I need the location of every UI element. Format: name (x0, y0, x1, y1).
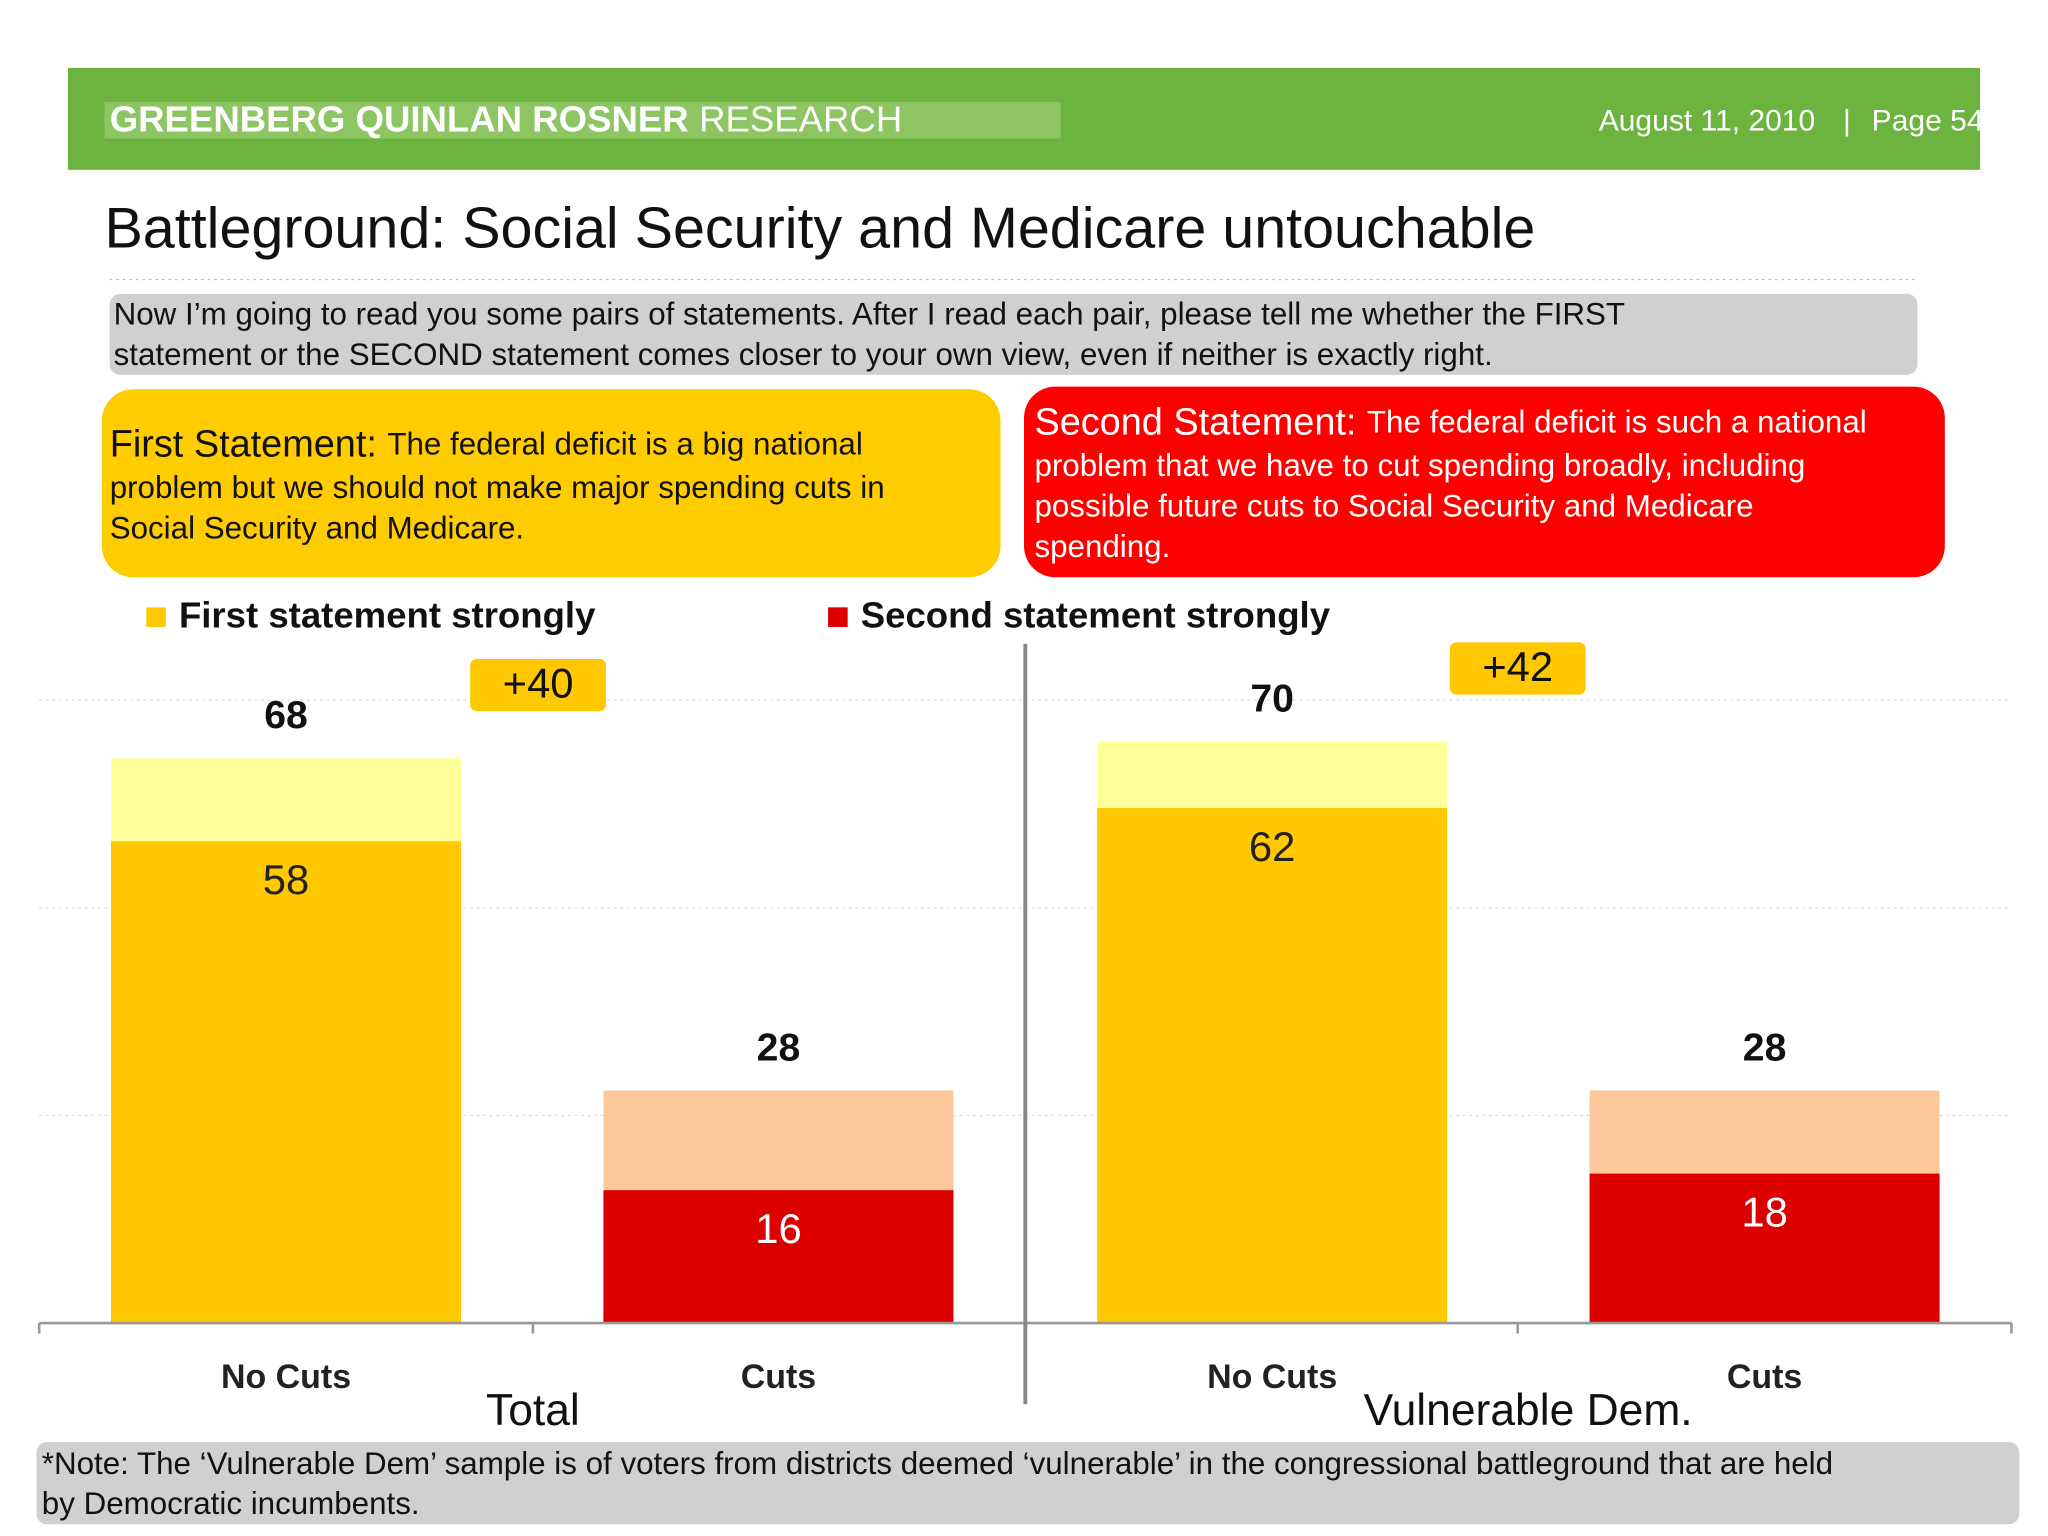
first-statement-line: First Statement: The federal deficit is a… (110, 424, 863, 466)
x-tick-label: Cuts (741, 1358, 816, 1396)
second-statement-label: Second Statement: (1034, 401, 1356, 443)
second-statement-text: The federal deficit is such a national (1367, 405, 1867, 440)
slide-title: Battleground: Social Security and Medica… (104, 197, 1535, 261)
second-statement-box (1024, 386, 1945, 578)
difference-box (1449, 642, 1586, 695)
legend-label: Second statement strongly (861, 594, 1331, 635)
strong-bar (603, 1190, 954, 1324)
total-label: 28 (757, 1026, 801, 1069)
difference-label: +42 (1482, 643, 1553, 690)
second-statement-line: Second Statement: The federal deficit is … (1034, 401, 1866, 443)
question-box (109, 293, 1918, 375)
second-statement-text: possible future cuts to Social Security … (1034, 488, 1753, 523)
separator: | (1843, 105, 1851, 138)
strong-label: 58 (263, 856, 309, 903)
x-tick-label: No Cuts (221, 1358, 351, 1396)
note-line: by Democratic incumbents. (42, 1486, 420, 1521)
page-number: Page 54 (1872, 105, 1984, 138)
total-label: 70 (1250, 677, 1294, 720)
question-line: Now I’m going to read you some pairs of … (114, 296, 1625, 331)
note-box (36, 1441, 2020, 1525)
strong-label: 16 (755, 1205, 801, 1252)
first-statement-box (101, 389, 1001, 578)
strong-bar (111, 841, 462, 1324)
note-line: *Note: The ‘Vulnerable Dem’ sample is of… (42, 1446, 1833, 1481)
date: August 11, 2010 (1599, 105, 1816, 138)
strong-label: 18 (1741, 1188, 1787, 1235)
chart: First statement strongly Second statement… (37, 594, 2013, 1435)
x-tick-label: No Cuts (1207, 1358, 1337, 1396)
first-statement-text: problem but we should not make major spe… (110, 470, 885, 505)
second-statement-text: spending. (1034, 529, 1170, 564)
first-statement-label: First Statement: (110, 424, 377, 466)
logo-light: RESEARCH (699, 98, 902, 139)
first-statement-text: Social Security and Medicare. (110, 511, 524, 546)
difference-label: +40 (503, 659, 574, 706)
legend-swatch (146, 607, 166, 627)
strong-bar (1589, 1173, 1940, 1324)
group-label: Vulnerable Dem. (1364, 1386, 1693, 1435)
group-label: Total (486, 1386, 580, 1435)
legend-swatch (828, 607, 848, 627)
x-tick-label: Cuts (1727, 1358, 1802, 1396)
strong-bar (1097, 808, 1448, 1324)
question-line: statement or the SECOND statement comes … (114, 337, 1493, 372)
total-label: 68 (264, 694, 308, 737)
legend-label: First statement strongly (179, 594, 596, 635)
first-statement-text: The federal deficit is a big national (387, 427, 862, 462)
second-statement-text: problem that we have to cut spending bro… (1034, 448, 1805, 483)
difference-box (470, 658, 607, 712)
logo: GREENBERG QUINLAN ROSNER RESEARCH (110, 98, 903, 139)
total-label: 28 (1743, 1026, 1787, 1069)
strong-label: 62 (1249, 823, 1295, 870)
logo-bold: GREENBERG QUINLAN ROSNER (110, 98, 689, 139)
logo-bg (104, 101, 1061, 139)
